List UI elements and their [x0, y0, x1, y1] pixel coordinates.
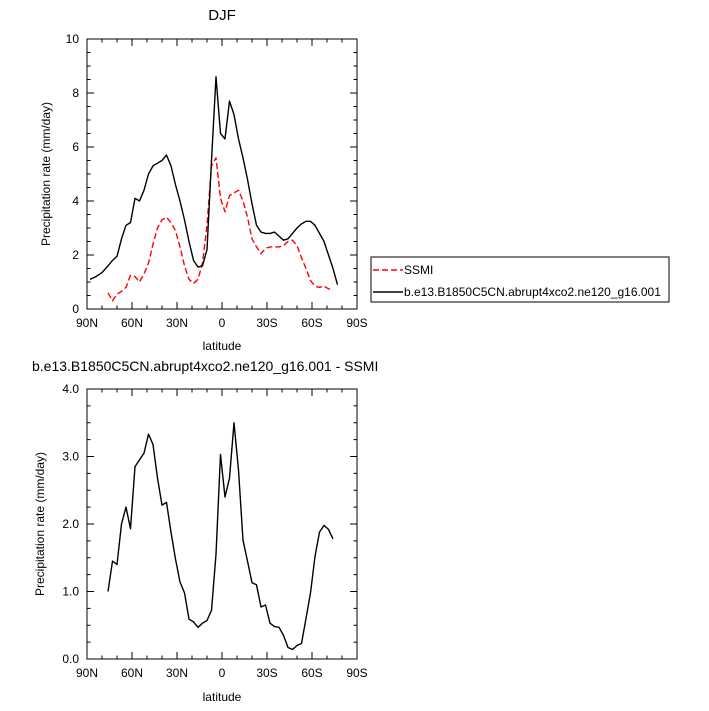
- model-line: [89, 76, 339, 285]
- y-tick-label: 10: [66, 32, 80, 46]
- legend-ssmi-label: SSMI: [404, 263, 433, 277]
- x-tick-label: 30S: [256, 666, 277, 680]
- x-tick-label: 90N: [76, 666, 98, 680]
- difference-line: [107, 422, 334, 651]
- y-tick-label: 6: [72, 140, 79, 154]
- top-plot-frame: [86, 38, 358, 310]
- y-tick-label: 3.0: [62, 450, 79, 464]
- bottom-chart-title: b.e13.B1850C5CN.abrupt4xco2.ne120_g16.00…: [32, 358, 378, 374]
- top-y-ticks: 0 2 4 6 8 10: [66, 32, 357, 316]
- y-tick-label: 0.0: [62, 652, 79, 666]
- x-tick-label: 0: [219, 316, 226, 330]
- y-tick-label: 4: [72, 194, 79, 208]
- x-tick-label: 30S: [256, 316, 277, 330]
- y-tick-label: 4.0: [62, 382, 79, 396]
- bottom-y-ticks: 0.0 1.0 2.0 3.0 4.0: [62, 382, 357, 666]
- top-x-ticks: 90N 60N 30N 0 30S 60S 90S: [76, 39, 368, 330]
- legend: SSMI b.e13.B1850C5CN.abrupt4xco2.ne120_g…: [370, 256, 670, 303]
- bottom-plot-frame: [86, 388, 358, 660]
- bottom-series: [107, 422, 334, 651]
- top-x-axis-label: latitude: [203, 339, 242, 353]
- x-tick-label: 60N: [121, 316, 143, 330]
- x-tick-label: 0: [219, 666, 226, 680]
- y-tick-label: 0: [72, 302, 79, 316]
- x-tick-label: 60N: [121, 666, 143, 680]
- y-tick-label: 2.0: [62, 517, 79, 531]
- bottom-x-ticks: 90N 60N 30N 0 30S 60S 90S: [76, 389, 368, 680]
- top-series: [89, 76, 339, 302]
- x-tick-label: 30N: [166, 316, 188, 330]
- x-tick-label: 90S: [346, 666, 367, 680]
- top-y-axis-label: Precipitation rate (mm/day): [39, 102, 53, 246]
- y-tick-label: 1.0: [62, 585, 79, 599]
- legend-box: [370, 256, 670, 303]
- x-tick-label: 60S: [301, 666, 322, 680]
- y-tick-label: 2: [72, 248, 79, 262]
- bottom-panel: b.e13.B1850C5CN.abrupt4xco2.ne120_g16.00…: [32, 358, 378, 704]
- x-tick-label: 60S: [301, 316, 322, 330]
- legend-model-label: b.e13.B1850C5CN.abrupt4xco2.ne120_g16.00…: [404, 285, 661, 299]
- x-tick-label: 30N: [166, 666, 188, 680]
- top-panel: DJF 90N 60N 30N 0 30S 60S 90S 0 2 4 6 8 10 latitude…: [39, 7, 670, 353]
- x-tick-label: 90S: [346, 316, 367, 330]
- bottom-x-axis-label: latitude: [203, 690, 242, 704]
- top-chart-title: DJF: [208, 7, 236, 24]
- x-tick-label: 90N: [76, 316, 98, 330]
- y-tick-label: 8: [72, 86, 79, 100]
- ssmi-line: [107, 157, 334, 302]
- bottom-y-axis-label: Precipitation rate (mm/day): [33, 452, 47, 596]
